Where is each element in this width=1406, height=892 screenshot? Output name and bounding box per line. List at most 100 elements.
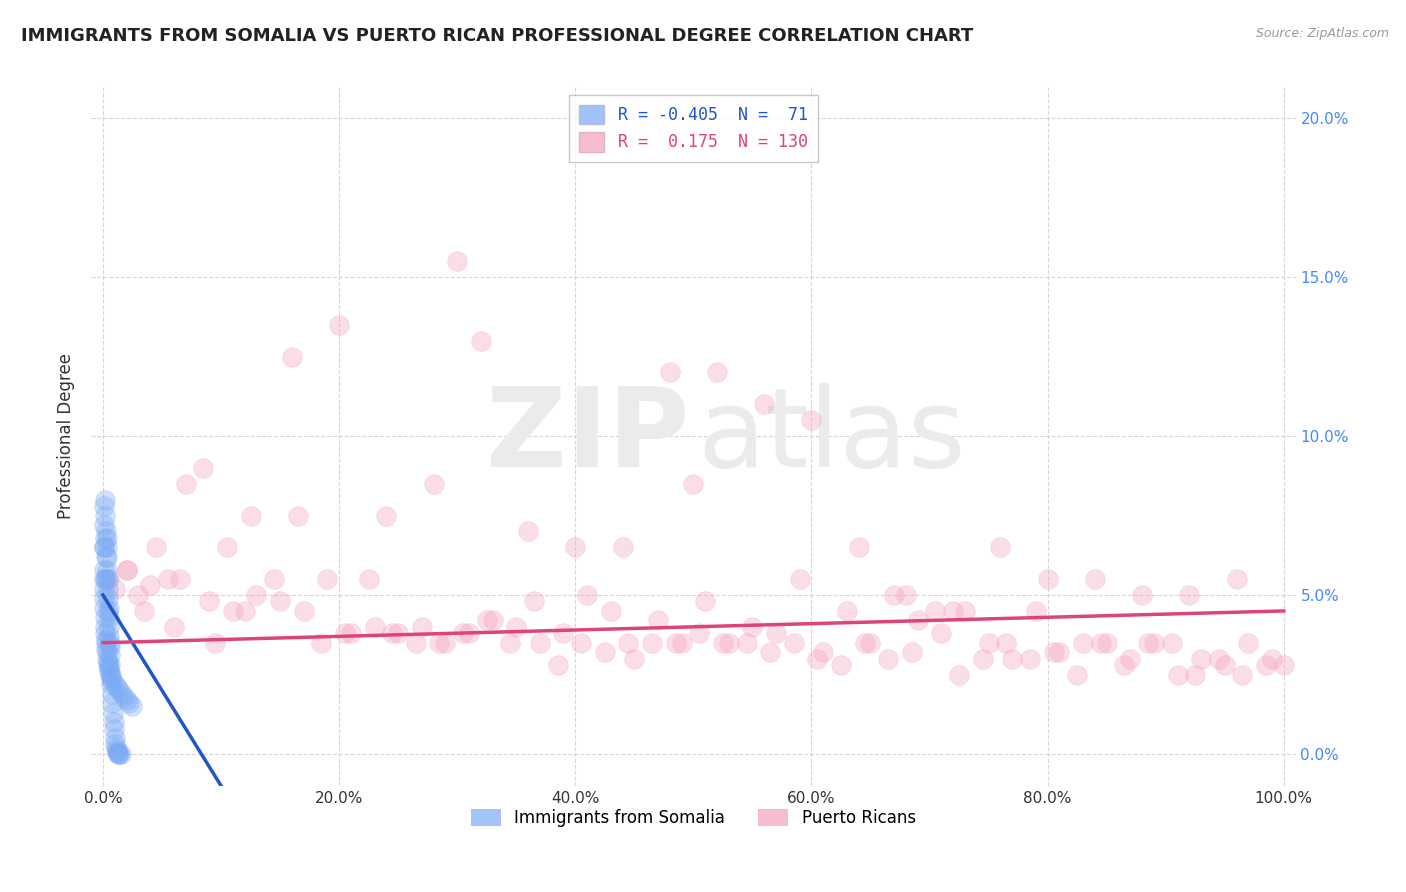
Point xyxy=(1114,657,1136,672)
Point xyxy=(1047,645,1070,659)
Point xyxy=(139,578,162,592)
Point xyxy=(198,594,221,608)
Point xyxy=(222,604,245,618)
Point xyxy=(174,476,197,491)
Point xyxy=(287,508,309,523)
Point xyxy=(647,614,669,628)
Point xyxy=(163,620,186,634)
Point xyxy=(813,645,835,659)
Point xyxy=(97,661,120,675)
Point xyxy=(783,636,806,650)
Point xyxy=(1066,667,1088,681)
Point xyxy=(118,696,141,710)
Point xyxy=(101,673,124,688)
Point xyxy=(894,588,917,602)
Point xyxy=(387,626,409,640)
Point xyxy=(263,572,285,586)
Point xyxy=(98,620,121,634)
Point xyxy=(877,651,900,665)
Point xyxy=(451,626,474,640)
Point xyxy=(547,657,569,672)
Point xyxy=(94,524,117,539)
Point xyxy=(93,492,115,507)
Point xyxy=(121,699,143,714)
Point xyxy=(470,334,492,348)
Point xyxy=(1166,667,1188,681)
Point xyxy=(458,626,481,640)
Point xyxy=(115,563,138,577)
Point xyxy=(93,591,115,606)
Point xyxy=(98,665,121,679)
Point xyxy=(907,614,929,628)
Point xyxy=(599,604,621,618)
Point xyxy=(529,636,551,650)
Point xyxy=(269,594,291,608)
Point xyxy=(883,588,905,602)
Point xyxy=(1232,667,1254,681)
Point xyxy=(481,614,503,628)
Point xyxy=(429,636,451,650)
Point xyxy=(115,563,138,577)
Point xyxy=(97,572,120,586)
Point xyxy=(292,604,315,618)
Point xyxy=(245,588,267,602)
Point xyxy=(422,476,444,491)
Point xyxy=(446,254,468,268)
Point xyxy=(134,604,156,618)
Point xyxy=(96,531,118,545)
Point xyxy=(204,636,226,650)
Point xyxy=(94,508,117,523)
Point xyxy=(623,651,645,665)
Point xyxy=(593,645,616,659)
Point xyxy=(475,614,498,628)
Point xyxy=(108,747,131,761)
Point xyxy=(411,620,433,634)
Point xyxy=(98,648,121,663)
Point xyxy=(711,636,734,650)
Point xyxy=(111,687,134,701)
Point xyxy=(103,715,125,730)
Point xyxy=(1025,604,1047,618)
Point xyxy=(1272,657,1295,672)
Point xyxy=(765,626,787,640)
Point xyxy=(523,594,546,608)
Point xyxy=(169,572,191,586)
Point xyxy=(1225,572,1247,586)
Y-axis label: Professional Degree: Professional Degree xyxy=(58,353,75,519)
Point xyxy=(1136,636,1159,650)
Point xyxy=(671,636,693,650)
Text: Source: ZipAtlas.com: Source: ZipAtlas.com xyxy=(1256,27,1389,40)
Point xyxy=(93,582,115,596)
Point xyxy=(93,563,115,577)
Point xyxy=(105,746,128,760)
Point xyxy=(505,620,527,634)
Point xyxy=(98,636,121,650)
Point xyxy=(682,476,704,491)
Point xyxy=(1071,636,1094,650)
Point xyxy=(948,667,970,681)
Point xyxy=(1178,588,1201,602)
Point xyxy=(717,636,740,650)
Point xyxy=(1184,667,1206,681)
Point xyxy=(233,604,256,618)
Point xyxy=(105,680,128,694)
Point xyxy=(100,677,122,691)
Point xyxy=(93,518,115,533)
Point xyxy=(405,636,427,650)
Point xyxy=(612,541,634,555)
Point xyxy=(564,541,586,555)
Point xyxy=(104,582,127,596)
Point xyxy=(977,636,1000,650)
Point xyxy=(93,572,115,586)
Point xyxy=(104,740,127,755)
Point xyxy=(97,604,120,618)
Point xyxy=(93,541,115,555)
Point xyxy=(107,747,129,761)
Point xyxy=(617,636,640,650)
Point xyxy=(193,461,215,475)
Point xyxy=(316,572,339,586)
Point xyxy=(104,738,127,752)
Point xyxy=(93,610,115,624)
Point xyxy=(569,636,592,650)
Point xyxy=(1095,636,1118,650)
